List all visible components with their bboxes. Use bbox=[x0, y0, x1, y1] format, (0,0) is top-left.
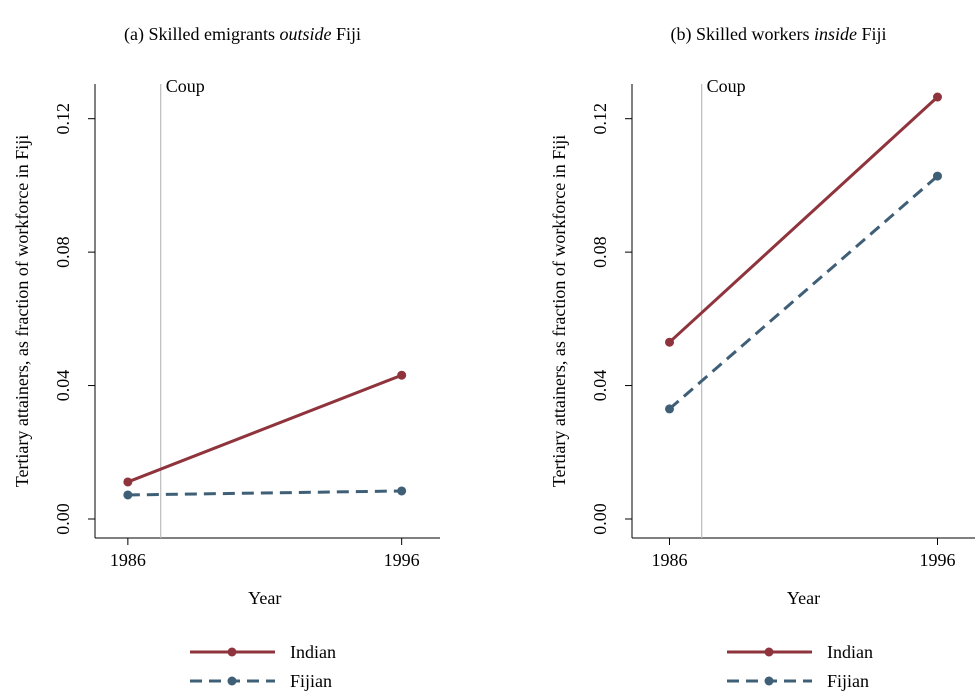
legend-marker bbox=[227, 676, 237, 686]
y-axis-label: Tertiary attainers, as fraction of workf… bbox=[549, 135, 569, 488]
legend-marker bbox=[227, 647, 237, 657]
panel: (a) Skilled emigrants outside Fiji 0.00 0.… bbox=[12, 24, 440, 691]
x-axis-label: Year bbox=[248, 588, 281, 608]
data-point bbox=[123, 490, 133, 500]
title-part: outside bbox=[279, 24, 331, 44]
data-point bbox=[932, 92, 942, 102]
y-tick-label: 0.12 bbox=[53, 103, 73, 135]
data-point bbox=[397, 370, 407, 380]
y-tick-label: 0.08 bbox=[53, 236, 73, 268]
y-tick-label: 0.00 bbox=[590, 503, 610, 535]
y-tick-label: 0.00 bbox=[53, 503, 73, 535]
panel-title: (a) Skilled emigrants outside Fiji bbox=[124, 24, 361, 45]
panel-title: (b) Skilled workers inside Fiji bbox=[671, 24, 887, 45]
data-point bbox=[932, 171, 942, 181]
annotation-label: Coup bbox=[166, 76, 205, 96]
panel: (b) Skilled workers inside Fiji 0.00 0.04 0… bbox=[549, 24, 975, 691]
title-part: Fiji bbox=[331, 24, 361, 44]
x-tick-label: 1986 bbox=[652, 550, 688, 570]
series-line bbox=[127, 373, 403, 484]
data-point bbox=[397, 486, 407, 496]
x-tick-label: 1996 bbox=[384, 550, 420, 570]
title-part: (a) Skilled emigrants bbox=[124, 24, 279, 45]
y-tick-label: 0.04 bbox=[590, 370, 610, 402]
series-line bbox=[127, 489, 402, 497]
data-point bbox=[123, 477, 133, 487]
title-part: inside bbox=[814, 24, 857, 44]
x-tick-label: 1986 bbox=[110, 550, 146, 570]
title-part: (b) Skilled workers bbox=[671, 24, 814, 45]
title-part: Fiji bbox=[857, 24, 887, 44]
data-point bbox=[665, 337, 675, 347]
y-tick-label: 0.04 bbox=[53, 370, 73, 402]
legend-label: Fijian bbox=[827, 671, 869, 691]
annotation-label: Coup bbox=[707, 76, 746, 96]
series-line bbox=[668, 174, 939, 411]
legend-label: Fijian bbox=[290, 671, 332, 691]
y-tick-label: 0.12 bbox=[590, 103, 610, 135]
x-axis-label: Year bbox=[787, 588, 820, 608]
legend-marker bbox=[764, 676, 774, 686]
y-axis-label: Tertiary attainers, as fraction of workf… bbox=[12, 135, 32, 488]
legend-label: Indian bbox=[290, 642, 336, 662]
y-tick-label: 0.08 bbox=[590, 236, 610, 268]
legend-label: Indian bbox=[827, 642, 873, 662]
legend-marker bbox=[764, 647, 774, 657]
data-point bbox=[665, 404, 675, 414]
x-tick-label: 1996 bbox=[919, 550, 955, 570]
series-line bbox=[668, 95, 939, 344]
